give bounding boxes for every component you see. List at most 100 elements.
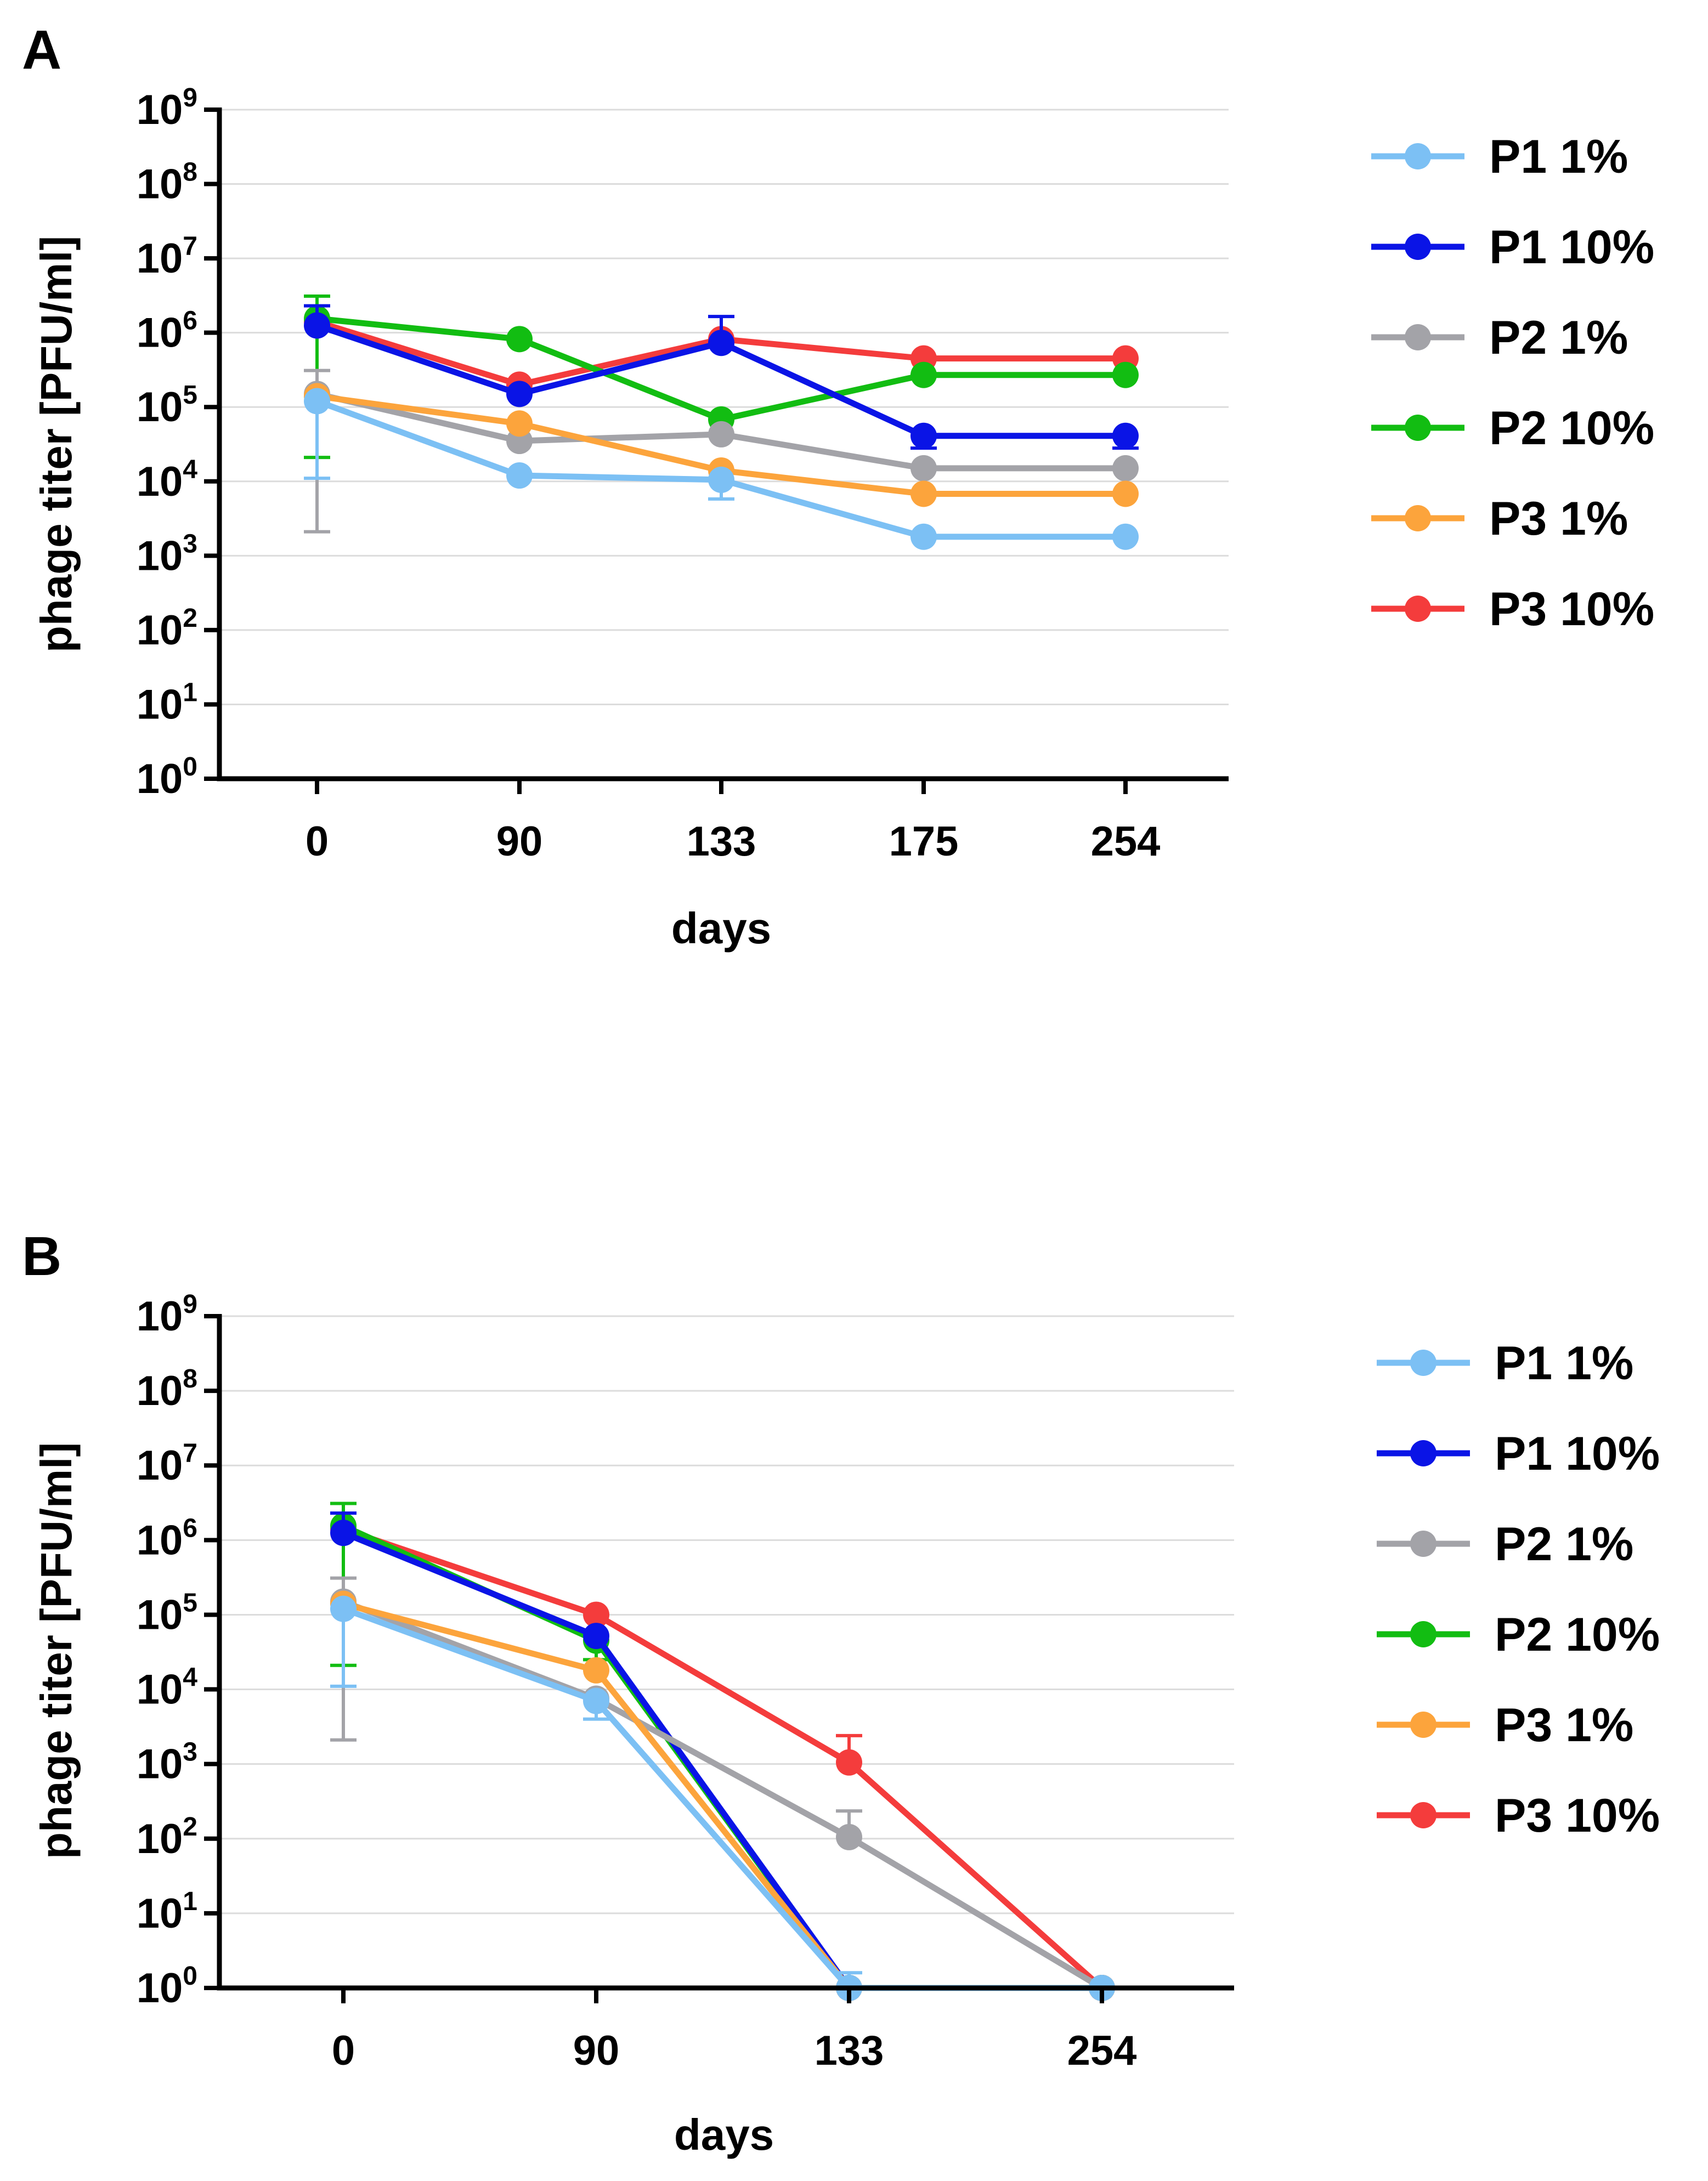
panel-b-series-line-p3-10pct (342, 1526, 1104, 1991)
panel-a-x-tick-label: 90 (496, 818, 543, 865)
panel-a-data-point-p1-10pct (708, 330, 734, 356)
panel-b-series-line-p3-1pct (342, 1601, 1102, 1991)
panel-a-x-tick-label: 133 (687, 818, 756, 865)
panel-b-y-tick-label: 101 (137, 1887, 197, 1937)
panel-a-y-tick-label: 101 (137, 678, 197, 728)
panel-b-data-point-p2-1pct (836, 1823, 862, 1850)
panel-b-data-point-p3-10pct (583, 1601, 609, 1628)
panel-a-y-tick-label: 105 (137, 381, 197, 430)
panel-b-data-point-p1-1pct (583, 1687, 609, 1714)
panel-b-legend-label: P2 1% (1495, 1518, 1633, 1571)
panel-a-data-point-p2-10pct (506, 326, 533, 353)
panel-a-legend-swatch-marker (1405, 143, 1431, 169)
panel-b-axis-lines (217, 1314, 1234, 1991)
panel-b-y-tick-label: 107 (137, 1439, 197, 1489)
panel-a-legend-label: P3 1% (1489, 492, 1628, 545)
panel-b-legend-swatch-marker (1410, 1621, 1436, 1647)
panel-b-legend-item-p1-10pct: P1 10% (1377, 1427, 1660, 1480)
panel-a: A 100 101 102 103 104 105 106 107 108 109 0 90 133 1… (22, 19, 1654, 953)
panel-a-data-point-p1-10pct (304, 312, 330, 339)
panel-a-data-point-p1-1pct (304, 388, 330, 415)
panel-a-x-tick-label: 175 (889, 818, 959, 865)
panel-a-y-axis-title: phage titer [PFU/ml] (32, 236, 81, 653)
panel-a-legend-label: P2 10% (1489, 402, 1654, 455)
panel-b-data-point-p3-10pct (836, 1749, 862, 1776)
panel-a-y-tick-label: 108 (137, 158, 197, 208)
panel-a-legend-item-p2-10pct: P2 10% (1371, 402, 1654, 455)
panel-a-y-tick-label: 109 (137, 83, 197, 133)
panel-a-legend-item-p3-1pct: P3 1% (1371, 492, 1628, 545)
panel-b-series-line-p2-1pct (342, 1599, 1104, 1991)
panel-a-legend-item-p1-1pct: P1 1% (1371, 131, 1628, 183)
panel-b-axes (217, 1314, 1234, 1991)
panel-a-legend-swatch-marker (1405, 234, 1431, 260)
panel-a-data-point-p3-1pct (1112, 480, 1139, 507)
panel-a-letter: A (22, 19, 61, 81)
panel-a-data-point-p1-1pct (708, 466, 734, 493)
panel-a-data-point-p1-1pct (1112, 523, 1139, 550)
panel-a-series-p1-1pct (304, 388, 1139, 550)
panel-a-data-point-p2-10pct (910, 361, 937, 388)
panel-a-legend-item-p1-10pct: P1 10% (1371, 221, 1654, 274)
panel-b-legend-item-p1-1pct: P1 1% (1377, 1337, 1633, 1390)
panel-b-legend-label: P3 10% (1495, 1789, 1660, 1842)
panel-b-y-tick-label: 104 (137, 1663, 198, 1713)
panel-a-x-axis-title: days (671, 904, 771, 953)
panel-a-x-tick-label: 0 (306, 818, 329, 865)
panel-b-x-tick-label: 254 (1067, 2027, 1137, 2074)
panel-b-legend-item-p3-1pct: P3 1% (1377, 1699, 1633, 1752)
panel-b-data-point-p3-1pct (583, 1657, 609, 1684)
panel-b-series (330, 1502, 1115, 2001)
panel-b-legend-swatch-marker (1410, 1712, 1436, 1738)
panel-a-y-tick-label: 100 (137, 752, 197, 802)
panel-a-data-point-p2-1pct (708, 421, 734, 447)
panel-a-series (304, 294, 1139, 550)
panel-a-legend-label: P1 10% (1489, 221, 1654, 274)
panel-a-legend-swatch-marker (1405, 505, 1431, 531)
panel-b-data-point-p1-10pct (583, 1623, 609, 1650)
panel-b-legend-label: P1 1% (1495, 1337, 1633, 1390)
panel-a-data-point-p3-1pct (506, 410, 533, 437)
panel-a-y-tick-label: 102 (137, 604, 197, 654)
panel-a-x-tick-label: 254 (1091, 818, 1161, 865)
panel-b-x-axis-title: days (674, 2110, 774, 2159)
panel-a-y-tick-label: 103 (137, 529, 197, 579)
panel-b-series-p1-1pct (330, 1595, 1115, 2001)
panel-a-legend-swatch-marker (1405, 415, 1431, 441)
panel-a-data-point-p1-1pct (506, 462, 533, 489)
panel-a-legend-item-p2-1pct: P2 1% (1371, 311, 1628, 364)
panel-b-series-p2-1pct (330, 1576, 1115, 2001)
panel-a-series-p2-1pct (304, 369, 1139, 534)
panel-a-data-point-p2-10pct (1112, 361, 1139, 388)
panel-b-y-tick-label: 103 (137, 1738, 197, 1788)
panel-b-y-tick-label: 106 (137, 1514, 197, 1563)
panel-b-series-p3-1pct (330, 1590, 1115, 2001)
panel-a-legend-swatch-marker (1405, 324, 1431, 350)
panel-b-y-tick-label: 109 (137, 1290, 197, 1340)
panel-b-series-line-p1-1pct (342, 1606, 1102, 1991)
panel-b-legend-swatch-marker (1410, 1350, 1436, 1376)
panel-b-legend-swatch-marker (1410, 1440, 1436, 1466)
panel-b-legend-label: P1 10% (1495, 1427, 1660, 1480)
panel-a-y-tick-label: 104 (137, 455, 198, 505)
panel-b-y-tick-label: 102 (137, 1812, 197, 1862)
panel-a-y-tick-label: 106 (137, 307, 197, 356)
panel-b-legend-swatch-marker (1410, 1531, 1436, 1557)
panel-b: B 100 101 102 103 104 105 106 107 108 109 0 90 133 2… (22, 1226, 1660, 2159)
panel-b-y-axis-title: phage titer [PFU/ml] (32, 1442, 81, 1859)
panel-a-data-point-p1-10pct (910, 422, 937, 449)
panel-a-legend-swatch-marker (1405, 596, 1431, 622)
panel-b-legend: P1 1% P1 10% P2 1% P2 10% P3 1% P3 10% (1377, 1337, 1660, 1842)
panel-b-legend-label: P2 10% (1495, 1608, 1660, 1661)
panel-a-data-point-p2-1pct (910, 455, 937, 481)
panel-b-x-tick-label: 90 (573, 2027, 620, 2074)
panel-b-x-tick-label: 133 (815, 2027, 884, 2074)
panel-b-data-point-p1-10pct (330, 1520, 357, 1546)
panel-b-legend-item-p2-10pct: P2 10% (1377, 1608, 1660, 1661)
panel-a-x-ticks: 0 90 133 175 254 (306, 779, 1161, 865)
panel-b-gridlines (219, 1315, 1234, 1914)
panel-a-legend: P1 1% P1 10% P2 1% P2 10% P3 1% P3 10% (1371, 131, 1654, 636)
panel-a-legend-label: P2 1% (1489, 311, 1628, 364)
panel-a-legend-item-p3-10pct: P3 10% (1371, 583, 1654, 636)
panel-b-x-tick-label: 0 (332, 2027, 355, 2074)
